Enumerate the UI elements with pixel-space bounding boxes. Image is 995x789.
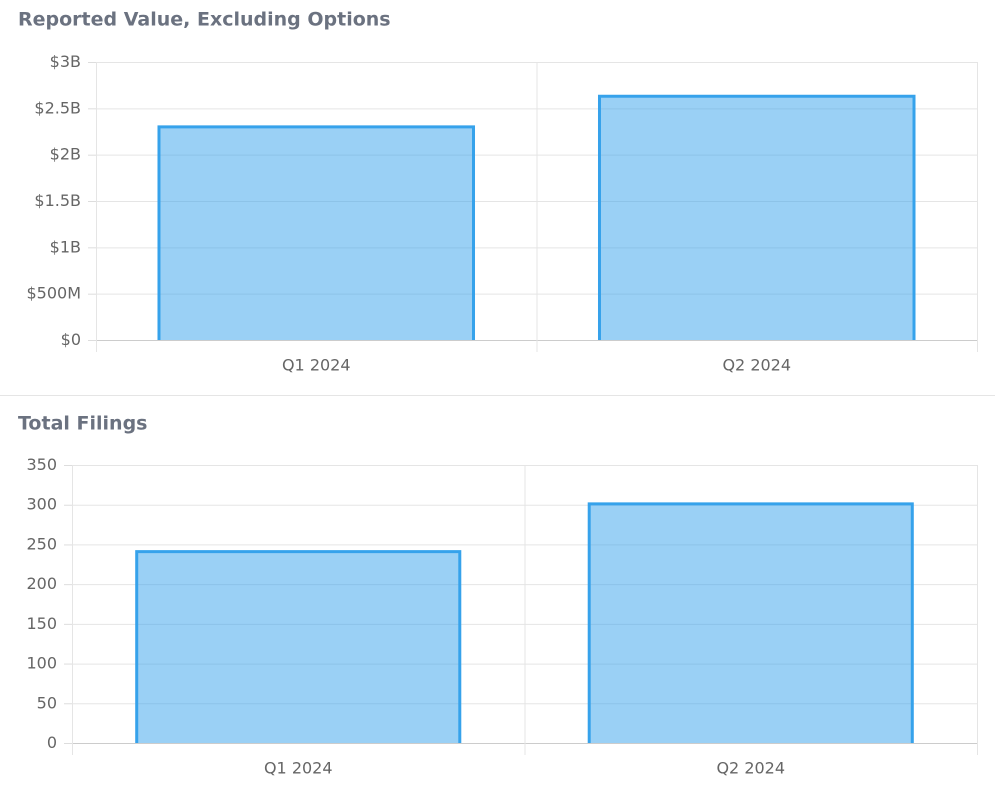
- y-tick-label: 300: [26, 495, 57, 514]
- bar: [158, 126, 474, 340]
- bar: [599, 96, 915, 340]
- y-tick-label: $1.5B: [34, 191, 81, 210]
- bar: [136, 551, 460, 743]
- y-tick-label: $1B: [50, 237, 81, 256]
- y-tick-label: 350: [26, 455, 57, 474]
- y-tick-label: $2.5B: [34, 98, 81, 117]
- y-tick-label: 150: [26, 614, 57, 633]
- y-tick-label: 250: [26, 534, 57, 553]
- chart-title: Reported Value, Excluding Options: [18, 9, 391, 31]
- y-tick-label: 0: [47, 733, 57, 752]
- y-tick-label: 50: [37, 693, 57, 712]
- y-tick-label: $3B: [50, 52, 81, 71]
- y-tick-label: $0: [61, 330, 81, 349]
- bar-border: [157, 125, 476, 340]
- chart-title: Total Filings: [18, 413, 147, 435]
- x-tick-label: Q2 2024: [716, 759, 785, 778]
- x-tick-label: Q1 2024: [282, 356, 351, 375]
- bar-border: [587, 502, 914, 743]
- bar-border: [597, 94, 916, 340]
- y-tick-label: 200: [26, 574, 57, 593]
- x-tick-label: Q1 2024: [264, 759, 333, 778]
- y-tick-label: $500M: [26, 284, 81, 303]
- y-tick-label: $2B: [50, 145, 81, 164]
- x-tick-label: Q2 2024: [722, 356, 791, 375]
- y-tick-label: 100: [26, 654, 57, 673]
- bar-border: [135, 550, 462, 743]
- bar: [589, 503, 913, 743]
